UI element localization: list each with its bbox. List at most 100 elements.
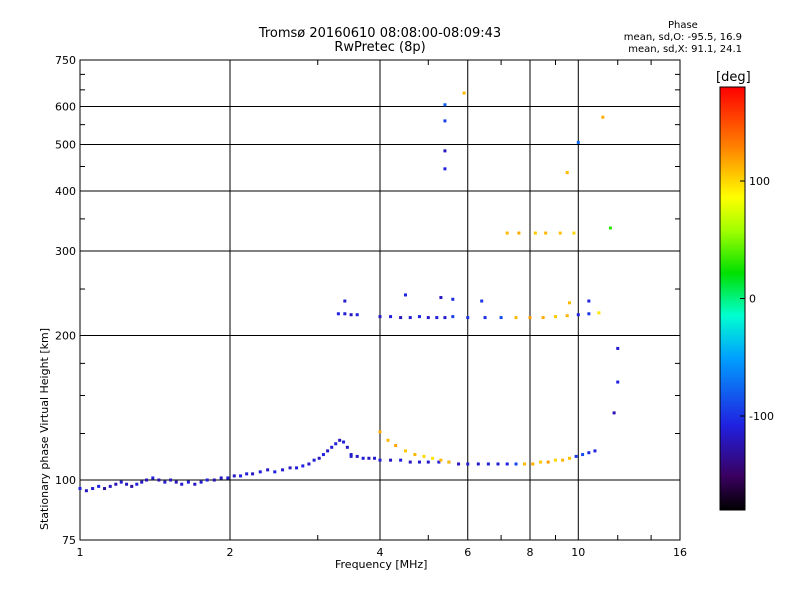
data-point bbox=[553, 315, 557, 319]
colorbar-tick-label: 100 bbox=[749, 175, 770, 188]
data-point bbox=[616, 346, 620, 350]
data-point bbox=[443, 149, 447, 153]
data-point bbox=[505, 231, 509, 235]
data-point bbox=[367, 456, 371, 460]
data-point bbox=[317, 456, 321, 460]
data-point bbox=[199, 480, 203, 484]
y-tick-label: 75 bbox=[62, 534, 76, 547]
data-point bbox=[119, 480, 123, 484]
data-point bbox=[321, 453, 325, 457]
x-tick-label: 1 bbox=[77, 546, 84, 559]
data-point bbox=[266, 468, 270, 472]
colorbar-unit-label: [deg] bbox=[716, 70, 751, 85]
data-point bbox=[273, 470, 277, 474]
data-point bbox=[281, 468, 285, 472]
phase-header: Phase bbox=[667, 20, 698, 31]
x-tick-label: 16 bbox=[673, 546, 687, 559]
data-point bbox=[114, 482, 118, 486]
data-point bbox=[226, 476, 230, 480]
data-point bbox=[443, 119, 447, 123]
data-point bbox=[466, 462, 470, 466]
data-point bbox=[174, 480, 178, 484]
data-point bbox=[326, 449, 330, 453]
data-point bbox=[417, 315, 421, 319]
data-point bbox=[403, 293, 407, 297]
data-point bbox=[439, 458, 443, 462]
data-point bbox=[574, 454, 578, 458]
y-tick-label: 100 bbox=[55, 474, 76, 487]
data-point bbox=[422, 454, 426, 458]
data-point bbox=[408, 460, 412, 464]
data-point bbox=[345, 445, 349, 449]
data-point bbox=[616, 380, 620, 384]
data-point bbox=[349, 453, 353, 457]
data-points bbox=[78, 91, 620, 493]
data-point bbox=[103, 487, 107, 491]
x-axis-label: Frequency [MHz] bbox=[335, 558, 428, 571]
data-point bbox=[531, 462, 535, 466]
data-point bbox=[576, 140, 580, 144]
data-point bbox=[334, 442, 338, 446]
data-point bbox=[338, 438, 342, 442]
data-point bbox=[572, 231, 576, 235]
data-point bbox=[546, 460, 550, 464]
x-tick-label: 8 bbox=[527, 546, 534, 559]
data-point bbox=[499, 316, 503, 320]
data-point bbox=[451, 297, 455, 301]
data-point bbox=[130, 484, 134, 488]
data-point bbox=[466, 316, 470, 320]
data-point bbox=[378, 315, 382, 319]
data-point bbox=[587, 299, 591, 303]
chart-subtitle: RwPretec (8p) bbox=[334, 40, 426, 55]
data-point bbox=[373, 456, 377, 460]
data-point bbox=[378, 430, 382, 434]
data-point bbox=[476, 462, 480, 466]
data-point bbox=[307, 462, 311, 466]
data-point bbox=[558, 231, 562, 235]
data-point bbox=[91, 487, 95, 491]
data-point bbox=[193, 482, 197, 486]
data-point bbox=[523, 462, 527, 466]
data-point bbox=[343, 312, 347, 316]
colorbar-ticks: 100 0 -100 bbox=[740, 175, 774, 423]
data-point bbox=[125, 482, 129, 486]
data-point bbox=[219, 476, 223, 480]
data-point bbox=[251, 472, 255, 476]
data-point bbox=[145, 478, 149, 482]
data-point bbox=[483, 316, 487, 320]
data-point bbox=[439, 296, 443, 300]
data-point bbox=[480, 299, 484, 303]
data-point bbox=[565, 314, 569, 318]
data-point bbox=[349, 313, 353, 317]
data-point bbox=[84, 489, 88, 493]
y-tick-label: 500 bbox=[55, 139, 76, 152]
data-point bbox=[514, 316, 518, 320]
data-point bbox=[567, 301, 571, 305]
data-point bbox=[163, 480, 167, 484]
data-point bbox=[355, 454, 359, 458]
data-point bbox=[378, 458, 382, 462]
data-point bbox=[413, 453, 417, 457]
data-point bbox=[608, 226, 612, 230]
data-point bbox=[157, 478, 161, 482]
data-point bbox=[601, 115, 605, 119]
data-point bbox=[443, 316, 447, 320]
data-point bbox=[394, 444, 398, 448]
data-point bbox=[330, 445, 334, 449]
x-tick-label: 4 bbox=[377, 546, 384, 559]
y-tick-label: 300 bbox=[55, 245, 76, 258]
data-point bbox=[186, 480, 190, 484]
data-point bbox=[108, 484, 112, 488]
data-point bbox=[78, 487, 82, 491]
data-point bbox=[435, 316, 439, 320]
data-point bbox=[312, 458, 316, 462]
chart-title: Tromsø 20160610 08:08:00-08:09:43 bbox=[258, 26, 502, 41]
data-point bbox=[587, 312, 591, 316]
data-point bbox=[403, 449, 407, 453]
x-tick-label: 2 bbox=[227, 546, 234, 559]
y-tick-label: 200 bbox=[55, 330, 76, 343]
data-point bbox=[239, 474, 243, 478]
data-point bbox=[528, 316, 532, 320]
data-point bbox=[408, 316, 412, 320]
data-point bbox=[561, 458, 565, 462]
